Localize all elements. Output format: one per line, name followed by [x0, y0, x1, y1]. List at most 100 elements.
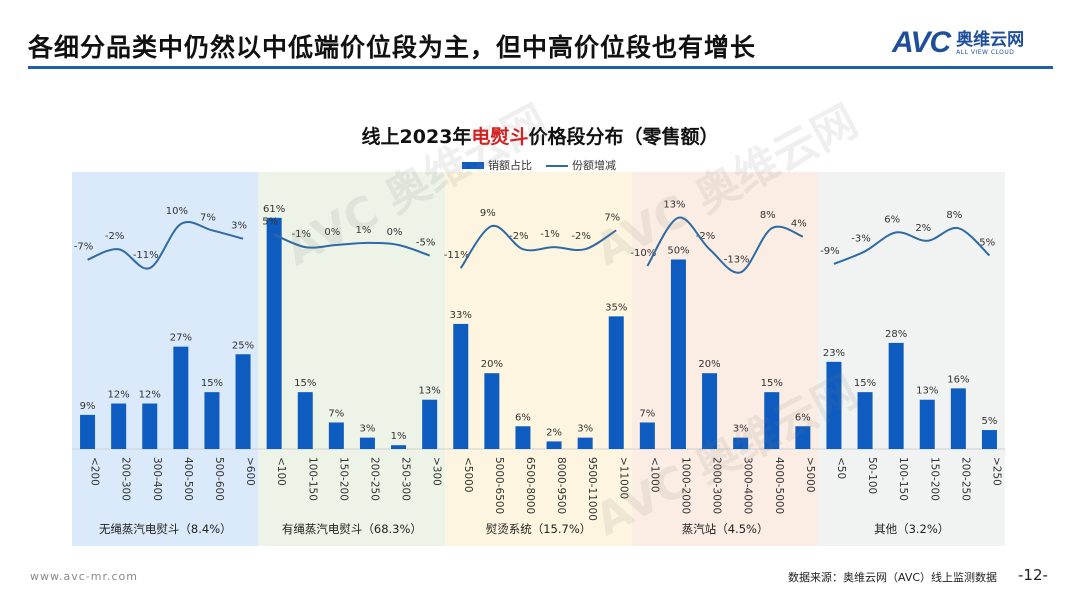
bar-value-label: 35%	[605, 302, 627, 313]
bar-value-label: 3%	[360, 424, 376, 435]
group-background	[818, 172, 1005, 546]
bar-value-label: 20%	[698, 359, 720, 370]
x-tick-label: <200	[89, 457, 101, 486]
legend-item-change: 份额增减	[546, 157, 616, 173]
share-change-line	[833, 227, 991, 265]
legend-bar-swatch	[462, 162, 484, 169]
bar-value-label: 61%	[263, 204, 285, 215]
bar	[702, 373, 718, 449]
x-tick-label: <1000	[648, 457, 660, 493]
legend-line-swatch	[546, 165, 568, 167]
page-number: -12-	[1018, 566, 1048, 584]
line-value-label: -2%	[571, 231, 590, 242]
bar-value-label: 13%	[419, 386, 441, 397]
line-value-label: -3%	[851, 233, 870, 244]
line-value-label: 7%	[604, 212, 620, 223]
line-value-label: 8%	[946, 210, 962, 221]
avc-logo: AVC 奥维云网 ALL VIEW CLOUD	[892, 26, 1024, 60]
bar-value-label: 6%	[795, 412, 811, 423]
bar	[173, 346, 189, 449]
bar-value-label: 27%	[170, 333, 192, 344]
x-tick-label: 400-500	[182, 457, 194, 501]
line-value-label: 4%	[791, 219, 807, 230]
bar	[297, 392, 313, 449]
x-tick-label: 150-200	[337, 457, 349, 501]
chart-title-suffix: 价格段分布（零售额）	[528, 126, 719, 148]
group-label: 熨烫系统（15.7%）	[486, 522, 592, 536]
bar	[764, 392, 780, 449]
bar-value-label: 16%	[947, 374, 969, 385]
line-value-label: 8%	[760, 210, 776, 221]
line-value-label: 7%	[200, 212, 216, 223]
share-change-line	[273, 233, 430, 257]
chart-title-highlight: 电熨斗	[471, 126, 529, 148]
bar	[733, 437, 749, 449]
bar	[670, 259, 686, 449]
bar-value-label: 1%	[391, 431, 407, 442]
line-value-label: -5%	[416, 238, 435, 249]
line-value-label: 5%	[262, 217, 278, 228]
x-tick-label: >11000	[617, 457, 629, 499]
x-tick-label: 1000-2000	[679, 457, 691, 514]
chart-title: 线上2023年电熨斗价格段分布（零售额）	[0, 122, 1080, 149]
share-change-line	[87, 220, 244, 270]
x-tick-label: 3000-4000	[742, 457, 754, 514]
bar	[484, 373, 500, 449]
bar-value-label: 12%	[108, 390, 130, 401]
bar-value-label: 15%	[761, 378, 783, 389]
legend-label-share: 销额占比	[488, 159, 532, 172]
line-value-label: -1%	[540, 229, 559, 240]
bar-value-label: 7%	[328, 408, 344, 419]
x-tick-label: >300	[431, 457, 443, 486]
bar-value-label: 25%	[232, 340, 254, 351]
x-tick-label: >600	[244, 457, 256, 486]
logo-mark: AVC	[892, 26, 951, 59]
bar	[359, 437, 375, 449]
line-value-label: 0%	[387, 227, 403, 238]
bar	[795, 426, 811, 449]
x-tick-label: <100	[275, 457, 287, 486]
chart-legend: 销额占比 份额增减	[462, 157, 616, 173]
bar-value-label: 6%	[515, 412, 531, 423]
bar	[328, 422, 344, 449]
x-tick-label: 6500-8000	[524, 457, 536, 514]
group-label: 无绳蒸汽电熨斗（8.4%）	[99, 522, 232, 536]
line-value-label: -2%	[509, 231, 528, 242]
bar-value-label: 50%	[667, 246, 689, 257]
x-tick-label: 100-150	[306, 457, 318, 501]
title-divider	[28, 66, 1053, 69]
bar	[111, 403, 127, 449]
bar	[204, 392, 220, 449]
x-tick-label: 200-300	[120, 457, 132, 501]
line-value-label: -1%	[292, 229, 311, 240]
bar-value-label: 5%	[982, 416, 998, 427]
logo-cn: 奥维云网	[956, 29, 1025, 50]
x-tick-label: <50	[835, 457, 847, 479]
line-value-label: 9%	[480, 208, 496, 219]
x-tick-label: 250-300	[400, 457, 412, 501]
bar-value-label: 23%	[823, 348, 845, 359]
line-value-label: 2%	[915, 223, 931, 234]
footer-source: 数据来源：奥维云网（AVC）线上监测数据	[788, 571, 998, 584]
x-tick-label: 200-250	[959, 457, 971, 501]
logo-en: ALL VIEW CLOUD	[956, 48, 1015, 56]
bar-value-label: 3%	[733, 424, 749, 435]
x-tick-label: 300-400	[151, 457, 163, 501]
line-value-label: -10%	[630, 248, 656, 259]
bar-value-label: 12%	[139, 390, 161, 401]
bar	[888, 342, 904, 449]
bar-value-label: 2%	[546, 427, 562, 438]
x-tick-label: 9500-11000	[586, 457, 598, 521]
bar-value-label: 15%	[854, 378, 876, 389]
legend-label-change: 份额增减	[572, 159, 616, 172]
line-value-label: -13%	[724, 254, 750, 265]
bar-value-label: 3%	[577, 424, 593, 435]
line-value-label: 13%	[663, 200, 685, 211]
group-background	[631, 172, 819, 546]
line-value-label: -2%	[696, 231, 715, 242]
line-value-label: -5%	[976, 238, 995, 249]
group-label: 其他（3.2%）	[874, 522, 949, 536]
bar-value-label: 7%	[639, 408, 655, 419]
group-label: 有绳蒸汽电熨斗（68.3%）	[282, 522, 422, 536]
